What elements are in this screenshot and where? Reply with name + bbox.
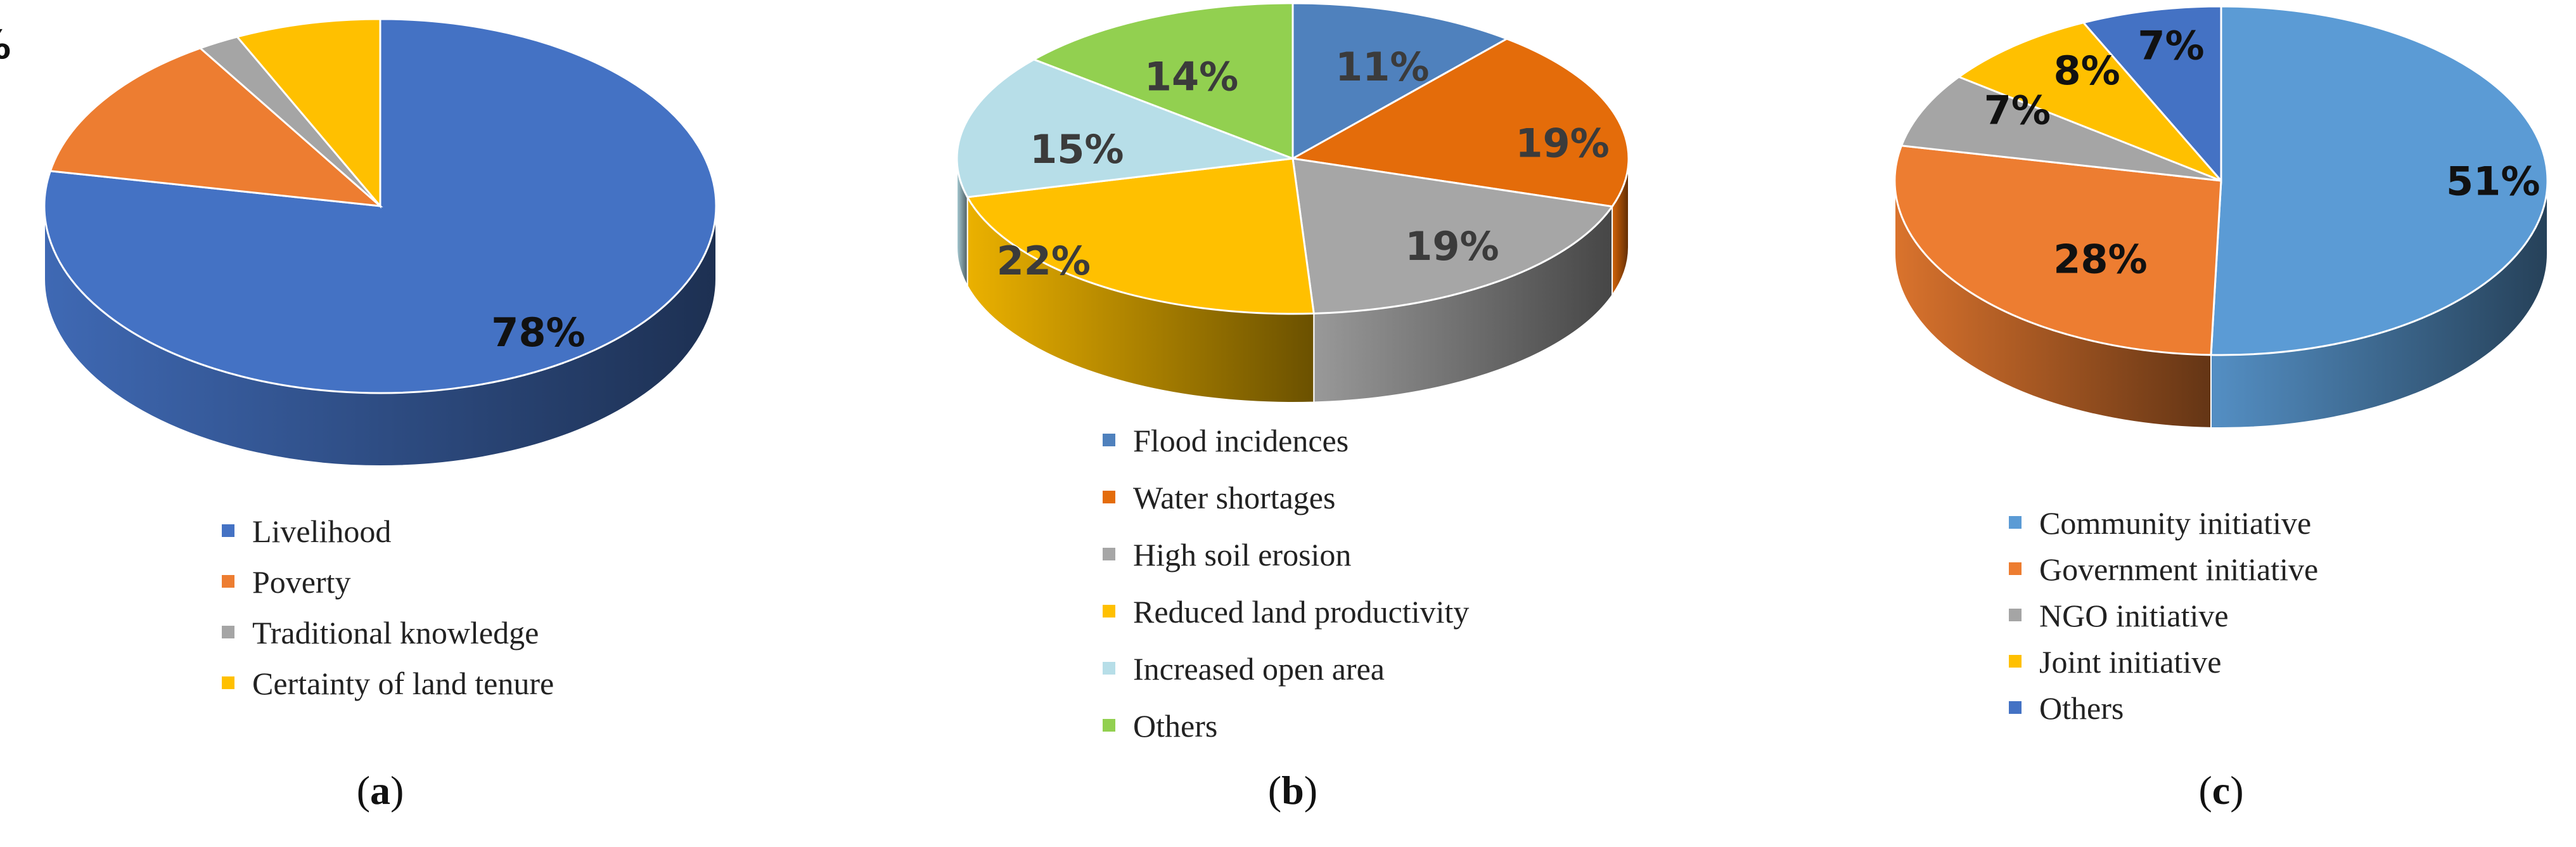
pie-b-legend: Flood incidences Water shortages High soil… — [1103, 423, 1469, 744]
caption-b: (b) — [1268, 768, 1317, 813]
legend-label-poverty: Poverty — [252, 564, 351, 600]
pie-b-slice-water-shortages — [1290, 37, 1630, 208]
pie-chart-b: 11% 19% 19% 22% 15% 14% Flood incidences Water … — [956, 2, 1630, 813]
pie-a-slice-poverty — [49, 47, 383, 207]
pie-b-slice-others — [1032, 2, 1294, 160]
pie-c-legend: Community initiative Government initiativ… — [2009, 505, 2318, 726]
legend-swatch-increased-open-area — [1103, 662, 1115, 675]
pie-c-label-ngo-initiative: 7% — [1984, 87, 2051, 133]
pie-b-label-high-soil-erosion: 19% — [1405, 223, 1499, 269]
pie-b-label-others: 14% — [1144, 54, 1238, 100]
pie-b-slice-increased-open-area — [956, 58, 1293, 198]
pie-a-label-poverty: 13% — [0, 22, 11, 68]
legend-label-others: Others — [2039, 690, 2124, 726]
legend-label-livelihood: Livelihood — [252, 514, 391, 549]
legend-label-joint-initiative: Joint initiative — [2039, 644, 2221, 680]
legend-swatch-water-shortages — [1103, 491, 1115, 503]
pie-b-slice-high-soil-erosion — [1291, 157, 1614, 315]
legend-label-water-shortages: Water shortages — [1133, 480, 1335, 515]
legend-label-increased-open-area: Increased open area — [1133, 651, 1385, 687]
pie-c-label-government-initiative: 28% — [2053, 236, 2147, 283]
pie-c-label-joint-initiative: 8% — [2054, 48, 2120, 94]
pie-c-slice-community-initiative — [2210, 5, 2549, 356]
pie-chart-c: 51%28%7%8%7%Community initiativeGovernme… — [1894, 5, 2549, 813]
pie-b-label-increased-open-area: 15% — [1030, 126, 1124, 172]
legend-label-certainty-of-land-tenure: Certainty of land tenure — [252, 666, 554, 701]
pie-c-slice-government-initiative — [1894, 145, 2222, 356]
legend-swatch-poverty — [222, 575, 234, 588]
pie-c-label-others: 7% — [2137, 23, 2204, 69]
legend-swatch-certainty-of-land-tenure — [222, 676, 234, 689]
pie-c-slice-joint-initiative — [1957, 21, 2222, 182]
legend-label-others: Others — [1133, 708, 1217, 744]
caption-c: (c) — [2198, 768, 2243, 813]
pie-c-slice-ngo-initiative — [1900, 75, 2222, 182]
legend-swatch-traditional-knowledge — [222, 626, 234, 638]
legend-swatch-others — [2009, 701, 2022, 714]
pie-b-slice-reduced-land-productivity — [966, 157, 1315, 315]
legend-label-government-initiative: Government initiative — [2039, 552, 2318, 587]
pie-a-label-livelihood: 78% — [491, 309, 585, 356]
legend-swatch-high-soil-erosion — [1103, 548, 1115, 560]
legend-label-flood-incidences: Flood incidences — [1133, 423, 1349, 458]
pie-b-label-reduced-land-productivity: 22% — [997, 238, 1091, 284]
pie-b-slice-flood-incidences — [1291, 2, 1509, 160]
caption-a: (a) — [357, 768, 404, 813]
pie-c-slice-others — [2082, 5, 2222, 184]
pie-c-label-community-initiative: 51% — [2446, 158, 2540, 205]
legend-label-traditional-knowledge: Traditional knowledge — [252, 615, 539, 650]
legend-swatch-community-initiative — [2009, 516, 2022, 529]
legend-label-high-soil-erosion: High soil erosion — [1133, 537, 1351, 572]
pie-a-legend: Livelihood Poverty Traditional knowledge Ce… — [222, 514, 554, 701]
pie-b-label-flood-incidences: 11% — [1335, 44, 1429, 90]
legend-swatch-others — [1103, 719, 1115, 732]
pie-a-slice-certainty-of-land-tenure — [235, 18, 381, 209]
legend-swatch-ngo-initiative — [2009, 609, 2022, 621]
legend-swatch-government-initiative — [2009, 562, 2022, 575]
legend-swatch-livelihood — [222, 524, 234, 537]
legend-swatch-flood-incidences — [1103, 434, 1115, 446]
legend-swatch-reduced-land-productivity — [1103, 605, 1115, 617]
legend-label-community-initiative: Community initiative — [2039, 505, 2311, 541]
pie-b-label-water-shortages: 19% — [1515, 120, 1609, 167]
legend-swatch-joint-initiative — [2009, 655, 2022, 668]
pie-a-slice-livelihood — [43, 18, 717, 394]
legend-label-ngo-initiative: NGO initiative — [2039, 598, 2229, 633]
legend-label-reduced-land-productivity: Reduced land productivity — [1133, 594, 1469, 630]
